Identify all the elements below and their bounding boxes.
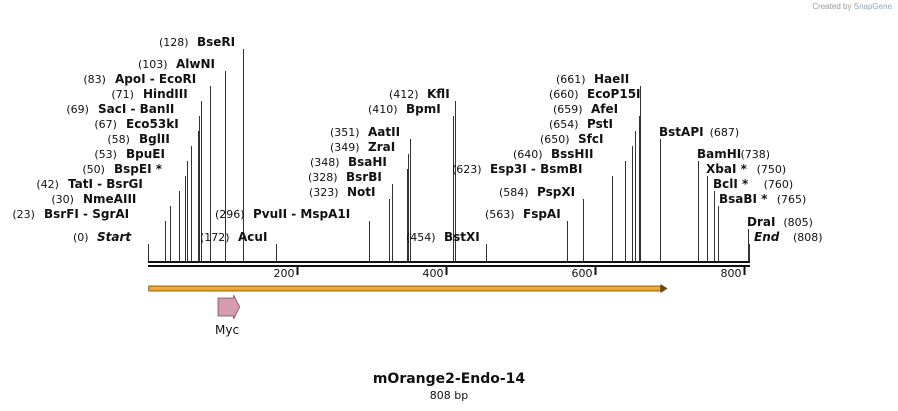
- site-name: BstAPI: [659, 125, 704, 139]
- site-name: BsaBI *: [719, 192, 768, 206]
- site-name: BsaHI: [348, 155, 387, 169]
- site-position: (30): [51, 193, 74, 206]
- site-name: TatI - BsrGI: [68, 177, 143, 191]
- sequence-length: 808 bp: [429, 389, 469, 402]
- site-position: (563): [485, 208, 515, 221]
- site-position: (23): [12, 208, 35, 221]
- site-name: BamHI: [697, 147, 741, 161]
- site-position: (584): [499, 186, 529, 199]
- site-name: Eco53kI: [126, 117, 179, 131]
- ruler-tick-label: 800: [721, 267, 742, 280]
- site-name: DraI: [747, 215, 775, 229]
- site-name: BpuEI: [126, 147, 165, 161]
- site-name: BseRI: [197, 35, 235, 49]
- site-position: (172): [200, 231, 230, 244]
- site-name: XbaI *: [706, 162, 748, 176]
- start-position: (0): [73, 231, 89, 244]
- site-name: SfcI: [578, 132, 603, 146]
- site-position: (750): [757, 163, 787, 176]
- site-name: BstXI: [444, 230, 480, 244]
- site-position: (296): [215, 208, 245, 221]
- orf-bar: [148, 285, 661, 292]
- credit-prefix: Created by: [812, 2, 852, 11]
- snapgene-brand: SnapGene: [853, 2, 892, 11]
- site-position: (58): [107, 133, 130, 146]
- site-position: (659): [553, 103, 583, 116]
- site-name: Esp3I - BsmBI: [490, 162, 582, 176]
- site-position: (69): [66, 103, 89, 116]
- site-name: SacI - BanII: [98, 102, 174, 116]
- start-label: Start: [97, 230, 132, 244]
- site-position: (42): [36, 178, 59, 191]
- credit: Created by SnapGene: [812, 2, 892, 11]
- site-position: (687): [710, 126, 740, 139]
- site-position: (103): [138, 58, 168, 71]
- site-name: BssHII: [551, 147, 593, 161]
- site-position: (640): [513, 148, 543, 161]
- ruler-tick-label: 200: [274, 267, 295, 280]
- site-position: (760): [764, 178, 794, 191]
- myc-feature-arrow: [217, 294, 241, 320]
- backbone-bottom-strand: [148, 265, 750, 267]
- site-name: PspXI: [537, 185, 575, 199]
- site-position: (348): [310, 156, 340, 169]
- backbone-top-strand: [148, 261, 750, 263]
- site-name: NotI: [347, 185, 376, 199]
- end-label: End: [754, 230, 780, 244]
- site-name: BglII: [139, 132, 170, 146]
- orf-arrowhead: [660, 284, 668, 293]
- site-position: (349): [330, 141, 360, 154]
- site-position: (412): [389, 88, 419, 101]
- site-position: (738): [741, 148, 771, 161]
- site-position: (454): [406, 231, 436, 244]
- site-name: HaeII: [594, 72, 629, 86]
- ruler-tick-label: 400: [423, 267, 444, 280]
- site-name: AcuI: [238, 230, 267, 244]
- site-name: AfeI: [591, 102, 618, 116]
- site-position: (765): [777, 193, 807, 206]
- site-position: (410): [368, 103, 398, 116]
- site-position: (654): [549, 118, 579, 131]
- site-name: NmeAIII: [83, 192, 136, 206]
- site-position: (351): [330, 126, 360, 139]
- ruler-tick-label: 600: [572, 267, 593, 280]
- site-name: AlwNI: [176, 57, 215, 71]
- site-position: (661): [556, 73, 586, 86]
- site-name: ZraI: [368, 140, 395, 154]
- sequence-title: mOrange2-Endo-14: [372, 371, 526, 387]
- site-name: BsrFI - SgrAI: [44, 207, 129, 221]
- site-name: BspEI *: [114, 162, 163, 176]
- site-name: AatII: [368, 125, 400, 139]
- myc-feature-label: Myc: [215, 323, 239, 337]
- site-position: (650): [540, 133, 570, 146]
- site-name: KflI: [427, 87, 450, 101]
- site-position: (805): [783, 216, 813, 229]
- site-name: EcoP15I: [587, 87, 641, 101]
- site-position: (83): [83, 73, 106, 86]
- site-position: (71): [111, 88, 134, 101]
- site-name: BsrBI: [346, 170, 382, 184]
- site-name: HindIII: [143, 87, 188, 101]
- site-name: BpmI: [406, 102, 441, 116]
- site-position: (53): [94, 148, 117, 161]
- site-position: (67): [94, 118, 117, 131]
- site-name: BclI *: [713, 177, 749, 191]
- site-position: (328): [308, 171, 338, 184]
- site-position: (623): [452, 163, 482, 176]
- site-name: PvuII - MspA1I: [253, 207, 350, 221]
- site-name: PstI: [587, 117, 613, 131]
- site-position: (50): [82, 163, 105, 176]
- site-position: (323): [309, 186, 339, 199]
- site-position: (128): [159, 36, 189, 49]
- site-name: ApoI - EcoRI: [115, 72, 196, 86]
- site-position: (660): [549, 88, 579, 101]
- site-name: FspAI: [523, 207, 561, 221]
- end-position: (808): [793, 231, 823, 244]
